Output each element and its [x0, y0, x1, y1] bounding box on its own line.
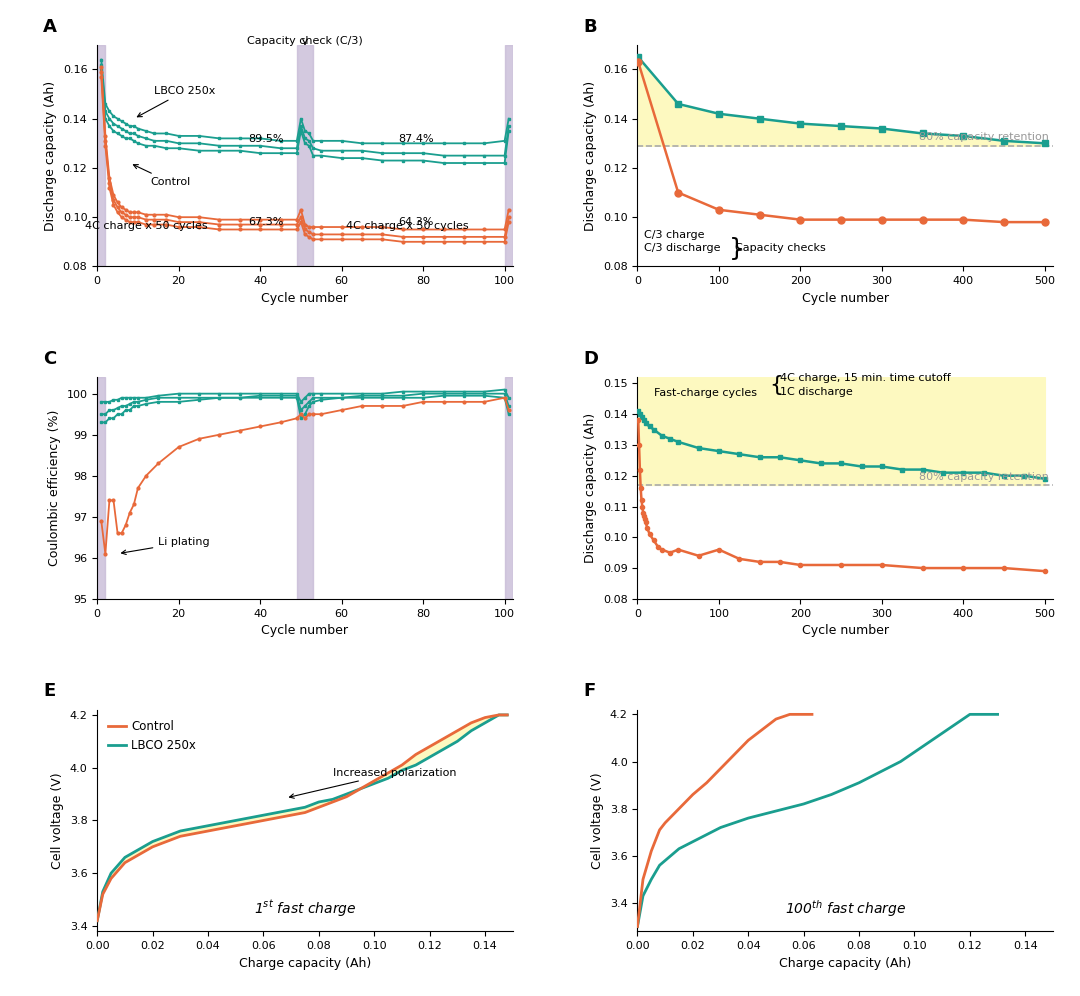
X-axis label: Charge capacity (Ah): Charge capacity (Ah): [779, 956, 912, 969]
Y-axis label: Discharge capacity (Ah): Discharge capacity (Ah): [584, 81, 597, 231]
X-axis label: Cycle number: Cycle number: [801, 292, 889, 305]
Text: {: {: [769, 374, 784, 395]
Text: A: A: [43, 18, 57, 36]
Text: 67.3%: 67.3%: [248, 216, 283, 226]
Legend: Control, LBCO 250x: Control, LBCO 250x: [103, 715, 201, 757]
Text: Capacity checks: Capacity checks: [735, 243, 826, 253]
Y-axis label: Discharge capacity (Ah): Discharge capacity (Ah): [584, 413, 597, 563]
Text: C: C: [43, 350, 56, 368]
Y-axis label: Discharge capacity (Ah): Discharge capacity (Ah): [44, 81, 57, 231]
X-axis label: Charge capacity (Ah): Charge capacity (Ah): [239, 956, 372, 969]
Bar: [297, 45, 313, 267]
Text: 64.3%: 64.3%: [399, 216, 434, 226]
Bar: [504, 45, 513, 267]
Text: Control: Control: [134, 164, 190, 187]
Y-axis label: Coulombic efficiency (%): Coulombic efficiency (%): [48, 409, 60, 567]
Text: 4C charge x 50 cycles: 4C charge x 50 cycles: [346, 221, 468, 231]
Text: LBCO 250x: LBCO 250x: [137, 86, 216, 117]
X-axis label: Cycle number: Cycle number: [261, 292, 349, 305]
Text: 4C charge x 50 cycles: 4C charge x 50 cycles: [84, 221, 207, 231]
Text: E: E: [43, 682, 55, 700]
Text: Increased polarization: Increased polarization: [289, 768, 456, 798]
Y-axis label: Cell voltage (V): Cell voltage (V): [591, 772, 605, 869]
Text: C/3 charge
C/3 discharge: C/3 charge C/3 discharge: [644, 230, 720, 253]
Text: 80% capacity retention: 80% capacity retention: [919, 132, 1049, 142]
Text: F: F: [583, 682, 596, 700]
Text: 80% capacity retention: 80% capacity retention: [919, 472, 1049, 482]
Text: 89.5%: 89.5%: [248, 134, 283, 144]
Text: D: D: [583, 350, 598, 368]
Text: Capacity check (C/3): Capacity check (C/3): [247, 36, 363, 46]
Text: 1$^{st}$ fast charge: 1$^{st}$ fast charge: [254, 898, 356, 919]
Bar: [97, 45, 106, 267]
Bar: [504, 377, 513, 599]
Bar: [297, 377, 313, 599]
Bar: [97, 377, 106, 599]
X-axis label: Cycle number: Cycle number: [261, 624, 349, 637]
Text: 100$^{th}$ fast charge: 100$^{th}$ fast charge: [784, 898, 906, 919]
Text: 87.4%: 87.4%: [399, 134, 434, 144]
Text: }: }: [729, 237, 745, 261]
Text: 4C charge, 15 min. time cutoff
1C discharge: 4C charge, 15 min. time cutoff 1C discha…: [780, 373, 950, 397]
Y-axis label: Cell voltage (V): Cell voltage (V): [51, 772, 64, 869]
Text: Li plating: Li plating: [122, 538, 210, 555]
Text: B: B: [583, 18, 597, 36]
Text: Fast-charge cycles: Fast-charge cycles: [653, 388, 757, 398]
X-axis label: Cycle number: Cycle number: [801, 624, 889, 637]
